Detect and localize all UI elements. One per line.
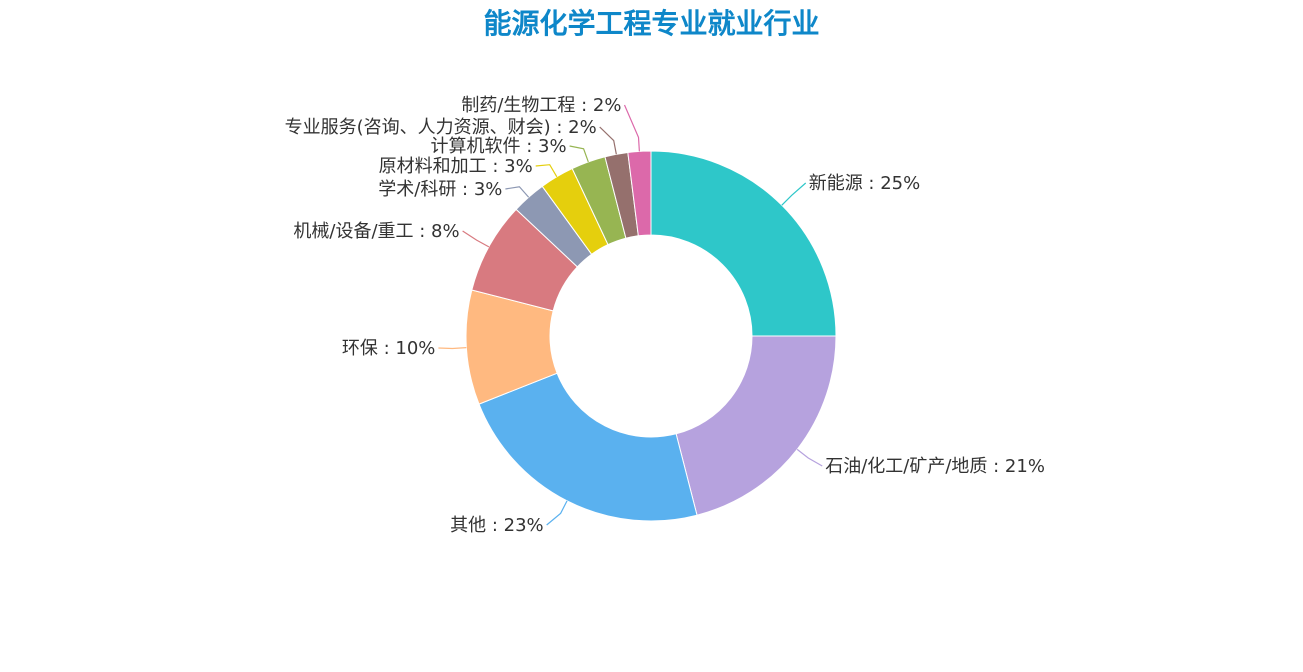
slice-leader-line	[438, 347, 467, 350]
slice-label: 学术/科研 : 3%	[378, 179, 502, 200]
slice-label: 其他 : 23%	[450, 515, 544, 536]
donut-slice	[478, 372, 698, 522]
donut-slice	[675, 335, 837, 516]
slice-leader-line	[535, 164, 558, 178]
slice-leader-line	[505, 186, 530, 198]
slice-label: 原材料和加工 : 3%	[379, 156, 533, 177]
slice-leader-line	[462, 230, 490, 248]
slice-leader-line	[796, 448, 823, 467]
slice-leader-line	[623, 104, 640, 152]
donut-slice	[627, 150, 652, 237]
slice-label: 制药/生物工程 : 2%	[461, 95, 621, 116]
slice-label: 环保 : 10%	[342, 338, 436, 359]
slice-label: 石油/化工/矿产/地质 : 21%	[825, 456, 1045, 477]
chart-title: 能源化学工程专业就业行业	[483, 7, 820, 40]
slice-leader-line	[599, 126, 617, 155]
donut-slice	[650, 150, 837, 337]
slice-label: 专业服务(咨询、人力资源、财会) : 2%	[285, 117, 597, 138]
slice-leader-line	[781, 182, 807, 206]
slice-leader-line	[546, 500, 568, 526]
slice-leader-line	[569, 145, 589, 163]
slice-label: 机械/设备/重工 : 8%	[293, 221, 459, 242]
slice-label: 计算机软件 : 3%	[431, 136, 567, 157]
slice-label: 新能源 : 25%	[809, 173, 921, 194]
